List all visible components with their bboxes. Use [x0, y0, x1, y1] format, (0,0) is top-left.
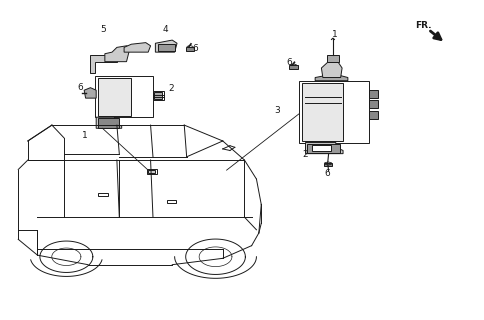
Bar [368, 100, 378, 108]
Bar [98, 118, 119, 128]
Text: 6: 6 [77, 83, 83, 92]
Bar [147, 169, 157, 174]
Text: 4: 4 [163, 25, 168, 34]
Polygon shape [124, 43, 151, 52]
Bar [327, 55, 339, 62]
Bar [98, 77, 131, 116]
Bar [167, 200, 176, 203]
Polygon shape [91, 55, 117, 73]
Bar [302, 83, 343, 141]
Bar [324, 163, 333, 166]
Polygon shape [155, 40, 177, 52]
Text: 6: 6 [286, 59, 292, 68]
Text: 5: 5 [100, 25, 106, 34]
Bar [95, 76, 153, 117]
Text: 6: 6 [192, 44, 197, 53]
Bar [307, 143, 340, 153]
Bar [299, 81, 368, 142]
Bar [368, 111, 378, 119]
Polygon shape [321, 62, 342, 77]
Bar [98, 193, 108, 196]
Polygon shape [305, 142, 343, 154]
Text: 2: 2 [302, 150, 308, 159]
Bar [153, 91, 164, 100]
Text: 6: 6 [325, 169, 331, 178]
Bar [154, 92, 162, 99]
Bar [186, 47, 195, 51]
Bar [148, 170, 155, 173]
Text: 3: 3 [275, 106, 280, 115]
Polygon shape [84, 88, 96, 98]
Bar [312, 145, 331, 151]
Polygon shape [105, 46, 131, 62]
Bar [368, 90, 378, 98]
Bar [158, 44, 175, 51]
Text: 2: 2 [169, 84, 174, 93]
Polygon shape [315, 75, 348, 81]
Text: 1: 1 [82, 131, 88, 140]
Bar [289, 65, 298, 69]
Text: 1: 1 [332, 30, 337, 39]
Text: FR.: FR. [415, 21, 432, 30]
Polygon shape [96, 117, 121, 128]
